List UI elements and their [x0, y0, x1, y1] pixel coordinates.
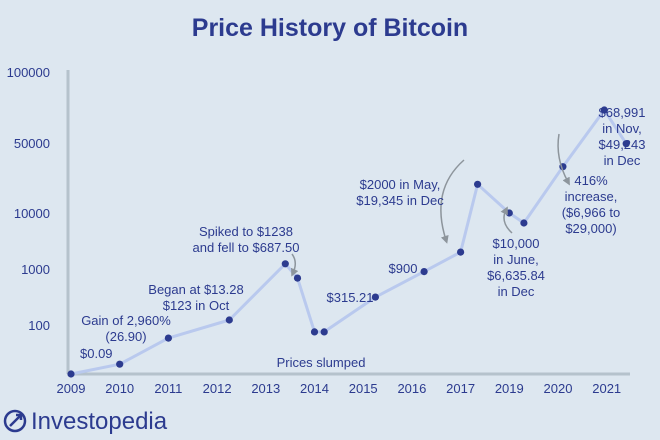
y-tick-labels: 100 1000 10000 50000 100000: [7, 65, 50, 333]
investopedia-logo-icon: [3, 409, 27, 433]
spiked-arrow: [291, 253, 299, 277]
x-tick-label: 2017: [446, 381, 475, 396]
data-point: [600, 106, 608, 114]
annotation-315: $315.21: [327, 290, 374, 305]
data-point: [622, 140, 630, 148]
data-point: [505, 209, 513, 217]
y-tick-label: 1000: [21, 262, 50, 277]
annotation-0-09: $0.09: [80, 346, 113, 361]
annotation-900: $900: [389, 261, 418, 276]
y-tick-label: 100: [28, 318, 50, 333]
x-tick-label: 2010: [105, 381, 134, 396]
x-tick-label: 2014: [300, 381, 329, 396]
annotation-416-line1: 416%: [574, 173, 608, 188]
annotation-gain-line2: (26.90): [105, 329, 146, 344]
data-point: [116, 360, 124, 368]
data-point: [293, 274, 302, 282]
annotation-416-line4: $29,000): [565, 221, 616, 236]
annotation-began-line1: Began at $13.28: [148, 282, 243, 297]
annotations: $0.09 Gain of 2,960% (26.90) Began at $1…: [80, 105, 646, 370]
annotation-began-line2: $123 in Oct: [163, 298, 230, 313]
data-point: [520, 219, 528, 227]
data-points: [67, 106, 630, 378]
annotation-68991-line4: in Dec: [604, 153, 641, 168]
investopedia-logo-text: Investopedia: [31, 408, 168, 435]
416-arrow: [557, 133, 570, 186]
10000-arrow: [500, 206, 513, 234]
annotation-68991-line3: $49,243: [599, 137, 646, 152]
annotation-gain-line1: Gain of 2,960%: [81, 313, 171, 328]
axes: [66, 70, 630, 376]
data-point: [457, 248, 465, 256]
data-point: [164, 334, 172, 342]
annotation-416-line2: increase,: [565, 189, 618, 204]
data-point: [310, 328, 319, 336]
annotation-10000-line3: $6,635.84: [487, 268, 545, 283]
x-tick-label: 2009: [57, 381, 86, 396]
annotation-2000-line1: $2000 in May,: [360, 177, 441, 192]
annotation-spiked-line1: Spiked to $1238: [199, 224, 293, 239]
x-tick-label: 2020: [544, 381, 573, 396]
x-tick-label: 2019: [495, 381, 524, 396]
x-tick-label: 2021: [592, 381, 621, 396]
price-series-line: [70, 108, 628, 376]
annotation-416-line3: ($6,966 to: [562, 205, 621, 220]
annotation-arrows: [291, 133, 570, 277]
annotation-10000-line4: in Dec: [498, 284, 535, 299]
annotation-slumped: Prices slumped: [277, 355, 366, 370]
y-tick-label: 50000: [14, 136, 50, 151]
data-point: [281, 260, 289, 268]
annotation-68991-line1: $68,991: [599, 105, 646, 120]
annotation-spiked-line2: and fell to $687.50: [193, 240, 300, 255]
y-tick-label: 10000: [14, 206, 50, 221]
annotation-2000-line2: $19,345 in Dec: [356, 193, 444, 208]
x-tick-label: 2016: [397, 381, 426, 396]
data-point: [225, 316, 233, 324]
x-tick-label: 2013: [251, 381, 280, 396]
x-tick-label: 2012: [203, 381, 232, 396]
2000-arrow: [440, 159, 465, 244]
annotation-68991-line2: in Nov,: [602, 121, 642, 136]
chart-title: Price History of Bitcoin: [192, 14, 468, 42]
x-tick-labels: 2009 2010 2011 2012 2013 2014 2015 2016 2017 2019…: [57, 381, 622, 396]
annotation-10000-line2: in June,: [493, 252, 539, 267]
x-tick-label: 2015: [349, 381, 378, 396]
annotation-10000-line1: $10,000: [493, 236, 540, 251]
data-point: [371, 293, 379, 301]
data-point: [474, 180, 482, 188]
data-point: [420, 268, 428, 276]
y-tick-label: 100000: [7, 65, 50, 80]
x-tick-label: 2011: [154, 381, 182, 396]
data-point: [320, 328, 328, 336]
data-point: [67, 370, 75, 378]
investopedia-logo: Investopedia: [3, 408, 168, 435]
